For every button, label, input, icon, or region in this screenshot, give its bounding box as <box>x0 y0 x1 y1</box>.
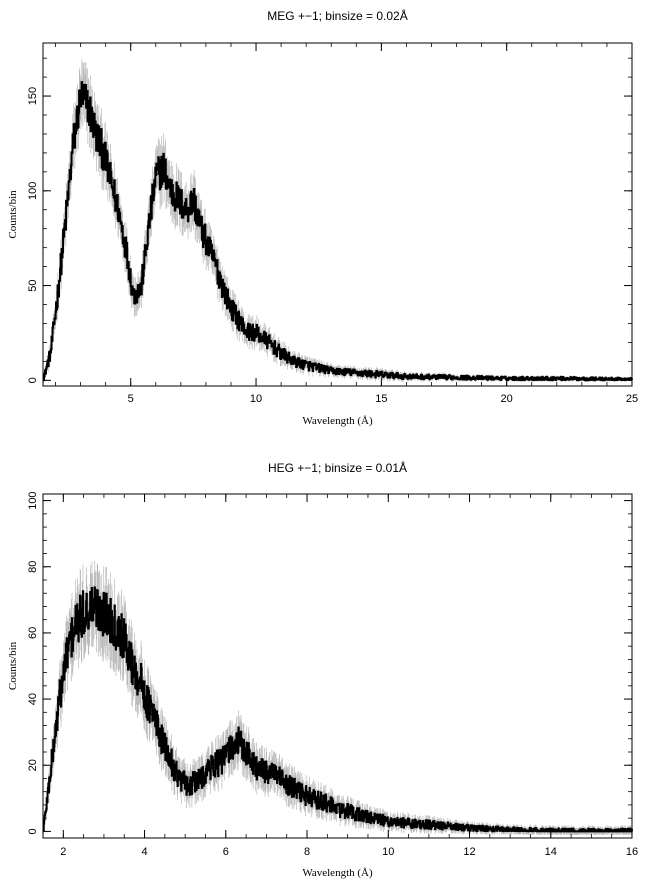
x-axis-label: Wavelength (Å) <box>302 867 373 879</box>
x-axis-label: Wavelength (Å) <box>302 415 373 427</box>
y-axis: 0 20 40 60 80 100 <box>27 491 632 834</box>
y-tick-label: 100 <box>27 182 39 200</box>
heg-spectrum-panel: HEG +−1; binsize = 0.01Å 2 4 6 8 10 12 14 16 0 20 4… <box>7 460 638 879</box>
x-tick-label: 20 <box>501 393 513 405</box>
plot-frame <box>42 493 633 839</box>
x-tick-label: 8 <box>304 846 310 858</box>
y-tick-label: 50 <box>27 279 39 291</box>
x-tick-label: 10 <box>382 846 394 858</box>
x-tick-label: 2 <box>60 846 66 858</box>
spectrum-series <box>42 59 633 383</box>
x-tick-label: 25 <box>626 393 638 405</box>
y-tick-label: 0 <box>27 828 39 834</box>
plot-frame <box>42 42 633 387</box>
x-axis: 2 4 6 8 10 12 14 16 <box>42 494 638 858</box>
x-tick-label: 10 <box>250 393 262 405</box>
x-tick-label: 15 <box>375 393 387 405</box>
chart-title: MEG +−1; binsize = 0.02Å <box>267 8 407 23</box>
x-tick-label: 5 <box>128 393 134 405</box>
y-tick-label: 100 <box>27 491 39 509</box>
y-tick-label: 20 <box>27 759 39 771</box>
error-bars <box>42 59 633 383</box>
spectrum-line <box>42 586 633 833</box>
y-tick-label: 0 <box>27 377 39 383</box>
x-tick-label: 14 <box>545 846 557 858</box>
y-tick-label: 150 <box>27 87 39 105</box>
x-tick-label: 4 <box>141 846 147 858</box>
x-tick-label: 6 <box>223 846 229 858</box>
y-tick-label: 80 <box>27 561 39 573</box>
meg-spectrum-panel: MEG +−1; binsize = 0.02Å 5 10 15 20 25 0 50 100 1… <box>7 8 638 427</box>
y-tick-label: 40 <box>27 693 39 705</box>
x-tick-label: 12 <box>463 846 475 858</box>
y-axis-label: Counts/bin <box>7 641 19 690</box>
y-tick-label: 60 <box>27 627 39 639</box>
error-bars <box>42 560 633 835</box>
x-axis: 5 10 15 20 25 <box>55 43 638 405</box>
y-axis: 0 50 100 150 <box>27 57 632 383</box>
x-tick-label: 16 <box>626 846 638 858</box>
y-axis-label: Counts/bin <box>7 190 19 239</box>
chart-title: HEG +−1; binsize = 0.01Å <box>268 460 407 475</box>
spectrum-line <box>42 81 633 382</box>
spectrum-series <box>42 560 633 835</box>
